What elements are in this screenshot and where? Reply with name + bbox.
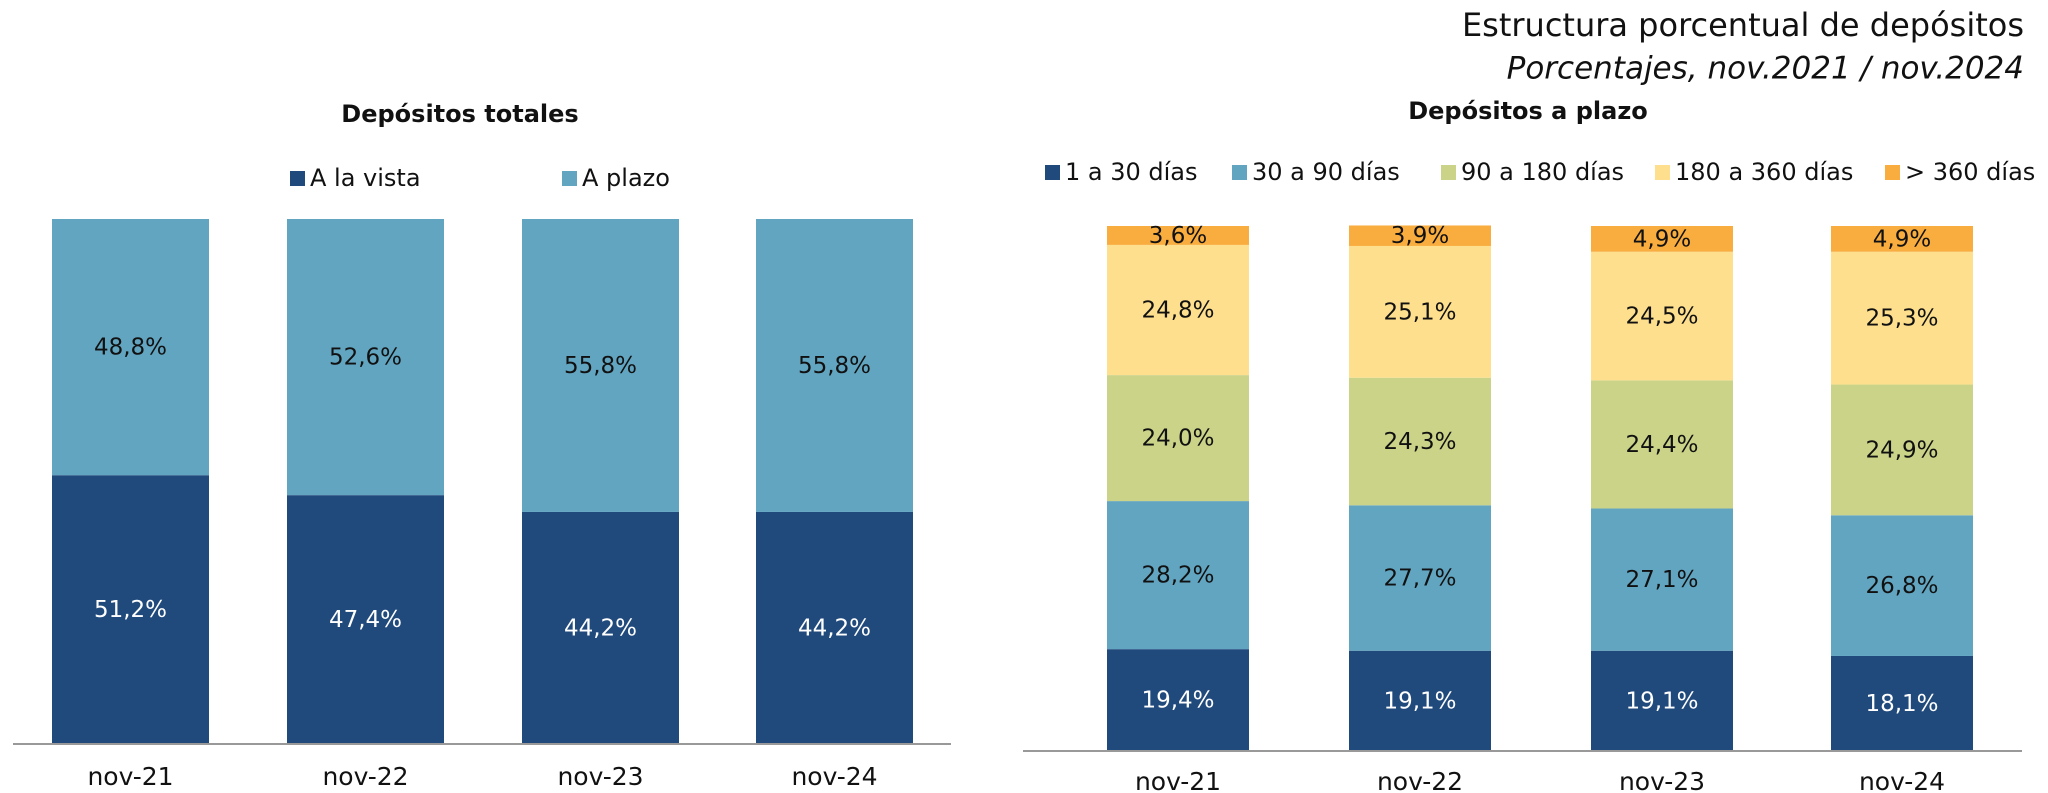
bar-segment	[1591, 508, 1733, 651]
x-tick-label: nov-24	[791, 762, 877, 791]
data-label: 24,3%	[1383, 429, 1456, 455]
bar-segment	[1591, 226, 1733, 252]
x-tick-label: nov-21	[1135, 767, 1221, 793]
data-label: 55,8%	[564, 353, 637, 379]
x-tick-label: nov-22	[1377, 767, 1463, 793]
bar-segment	[1591, 251, 1733, 381]
data-label: 55,8%	[798, 353, 871, 379]
data-label: 27,7%	[1383, 566, 1456, 592]
data-label: 24,5%	[1625, 304, 1698, 330]
bar-segment	[1349, 245, 1491, 378]
data-label: 47,4%	[329, 607, 402, 633]
x-tick-label: nov-23	[557, 762, 643, 791]
page-title: Estructura porcentual de depósitos	[1462, 6, 2024, 44]
bar-segment	[1349, 505, 1491, 651]
data-label: 3,9%	[1391, 223, 1449, 249]
legend-swatch	[1885, 165, 1900, 180]
bar-segment	[1591, 380, 1733, 509]
x-tick-label: nov-22	[322, 762, 408, 791]
data-label: 25,3%	[1865, 306, 1938, 332]
bar-segment	[1107, 226, 1249, 245]
bar-segment	[52, 219, 209, 476]
bar-segment	[756, 511, 913, 744]
data-label: 28,2%	[1141, 563, 1214, 589]
legend-swatch	[1655, 165, 1670, 180]
data-label: 19,4%	[1141, 688, 1214, 714]
data-label: 4,9%	[1873, 226, 1931, 252]
legend-swatch	[1232, 165, 1247, 180]
legend-label: 180 a 360 días	[1675, 158, 1853, 186]
data-label: 24,0%	[1141, 426, 1214, 452]
data-label: 25,1%	[1383, 299, 1456, 325]
x-tick-label: nov-23	[1619, 767, 1705, 793]
data-label: 48,8%	[94, 335, 167, 361]
bar-segment	[1349, 225, 1491, 246]
x-tick-label: nov-24	[1859, 767, 1945, 793]
bar-segment	[1831, 384, 1973, 516]
data-label: 19,1%	[1383, 688, 1456, 714]
chart-title: Depósitos a plazo	[1408, 97, 1648, 125]
bar-segment	[1107, 375, 1249, 502]
bar-segment	[1831, 251, 1973, 385]
bar-segment	[1107, 501, 1249, 650]
data-label: 19,1%	[1625, 688, 1698, 714]
data-label: 24,9%	[1865, 437, 1938, 463]
data-label: 4,9%	[1633, 226, 1691, 252]
bar-segment	[287, 219, 444, 496]
bar-segment	[1831, 655, 1973, 751]
bar-segment	[1349, 377, 1491, 506]
bar-segment	[522, 511, 679, 744]
data-label: 18,1%	[1865, 691, 1938, 717]
bar-segment	[287, 495, 444, 744]
data-label: 24,8%	[1141, 298, 1214, 324]
data-label: 44,2%	[564, 615, 637, 641]
data-label: 26,8%	[1865, 573, 1938, 599]
data-label: 27,1%	[1625, 567, 1698, 593]
chart-title: Depósitos totales	[341, 100, 578, 128]
bar-segment	[1107, 649, 1249, 751]
bar-segment	[1107, 244, 1249, 376]
legend-label: 1 a 30 días	[1065, 158, 1198, 186]
bar-segment	[1591, 650, 1733, 751]
bar-segment	[1831, 226, 1973, 252]
legend-label: 90 a 180 días	[1461, 158, 1624, 186]
data-label: 3,6%	[1149, 223, 1207, 249]
legend-swatch	[290, 171, 305, 186]
x-tick-label: nov-21	[87, 762, 173, 791]
legend-swatch	[1441, 165, 1456, 180]
page-subtitle: Porcentajes, nov.2021 / nov.2024	[1507, 51, 2024, 87]
legend-label: A la vista	[310, 164, 421, 192]
bar-segment	[1831, 515, 1973, 656]
bar-segment	[522, 219, 679, 512]
legend-label: A plazo	[582, 164, 670, 192]
bar-segment	[756, 219, 913, 512]
data-label: 51,2%	[94, 597, 167, 623]
data-label: 24,4%	[1625, 432, 1698, 458]
bar-segment	[1349, 650, 1491, 751]
legend-swatch	[562, 171, 577, 186]
bar-segment	[52, 475, 209, 744]
data-label: 52,6%	[329, 345, 402, 371]
data-label: 44,2%	[798, 615, 871, 641]
legend-label: > 360 días	[1905, 158, 2035, 186]
legend-label: 30 a 90 días	[1252, 158, 1400, 186]
legend-swatch	[1045, 165, 1060, 180]
